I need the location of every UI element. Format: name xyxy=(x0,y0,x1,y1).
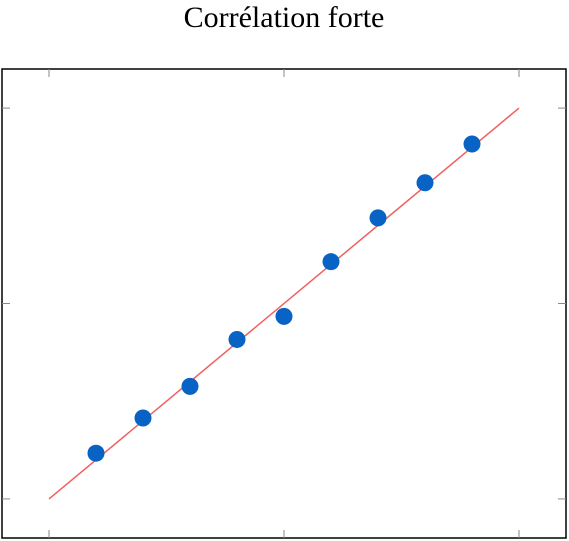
scatter-point xyxy=(275,307,293,325)
scatter-point xyxy=(181,377,199,395)
scatter-point xyxy=(416,174,434,192)
scatter-point xyxy=(322,253,340,271)
scatter-point xyxy=(87,444,105,462)
scatter-point xyxy=(369,209,387,227)
scatter-point xyxy=(134,409,152,427)
chart-title: Corrélation forte xyxy=(184,1,385,34)
scatter-point xyxy=(228,330,246,348)
scatter-point xyxy=(463,135,481,153)
fit-line xyxy=(48,107,520,500)
